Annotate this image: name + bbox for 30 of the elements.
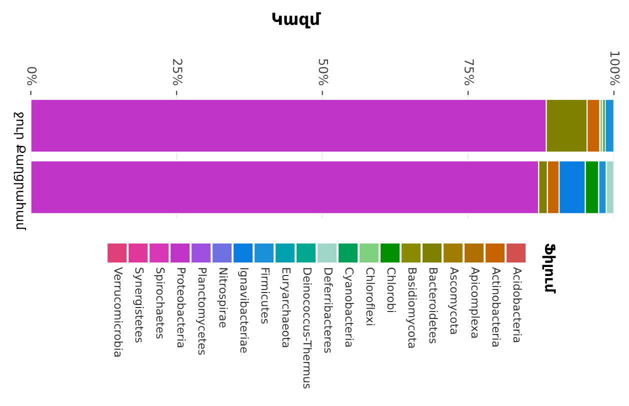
legend-label: Proteobacteria bbox=[177, 268, 186, 348]
legend-label: Verrucomicrobia bbox=[114, 267, 123, 357]
y-tick-label: Քաղցրահամ bbox=[14, 144, 26, 230]
legend-label: Basidiomycota bbox=[406, 268, 417, 348]
legend-label: Bacteroidetes bbox=[429, 268, 438, 344]
legend-label: Ascomycota bbox=[448, 267, 459, 334]
legend-label: Synergistetes bbox=[133, 268, 144, 342]
legend-label: Planctomycetes bbox=[196, 268, 207, 355]
x-tick-label: 50% bbox=[318, 59, 328, 86]
x-tick-label: 100% bbox=[610, 52, 620, 86]
x-tick-label: 25% bbox=[172, 59, 182, 86]
legend-label: Chlorobi bbox=[387, 268, 396, 312]
legend-label: Spirochaetes bbox=[154, 268, 165, 339]
legend-label: Nitrospirae bbox=[217, 268, 228, 328]
legend-label: Acidobacteria bbox=[513, 267, 522, 342]
legend-label: Ignavibacteriae bbox=[238, 268, 249, 353]
legend-label: Chloroflexi bbox=[366, 268, 375, 326]
x-tick-label: 75% bbox=[464, 59, 474, 86]
legend-label: Cyanobacteria bbox=[343, 268, 354, 347]
legend-title: Ֆիլում bbox=[542, 244, 556, 294]
legend-label: Firmicutes bbox=[261, 268, 270, 324]
legend-label: Euryarchaeota bbox=[280, 268, 291, 348]
legend-label: Deferribacteres bbox=[324, 268, 333, 353]
legend-label: Actinobacteria bbox=[492, 267, 501, 346]
chart-title: Կազմ bbox=[272, 12, 322, 28]
legend-label: Apicomplexa bbox=[469, 267, 480, 338]
y-tick-label: ջուր bbox=[14, 112, 24, 139]
bar bbox=[604, 98, 614, 153]
legend-label: Deinococcus-Thermus bbox=[303, 268, 312, 388]
x-tick-label: 0% bbox=[27, 66, 37, 86]
